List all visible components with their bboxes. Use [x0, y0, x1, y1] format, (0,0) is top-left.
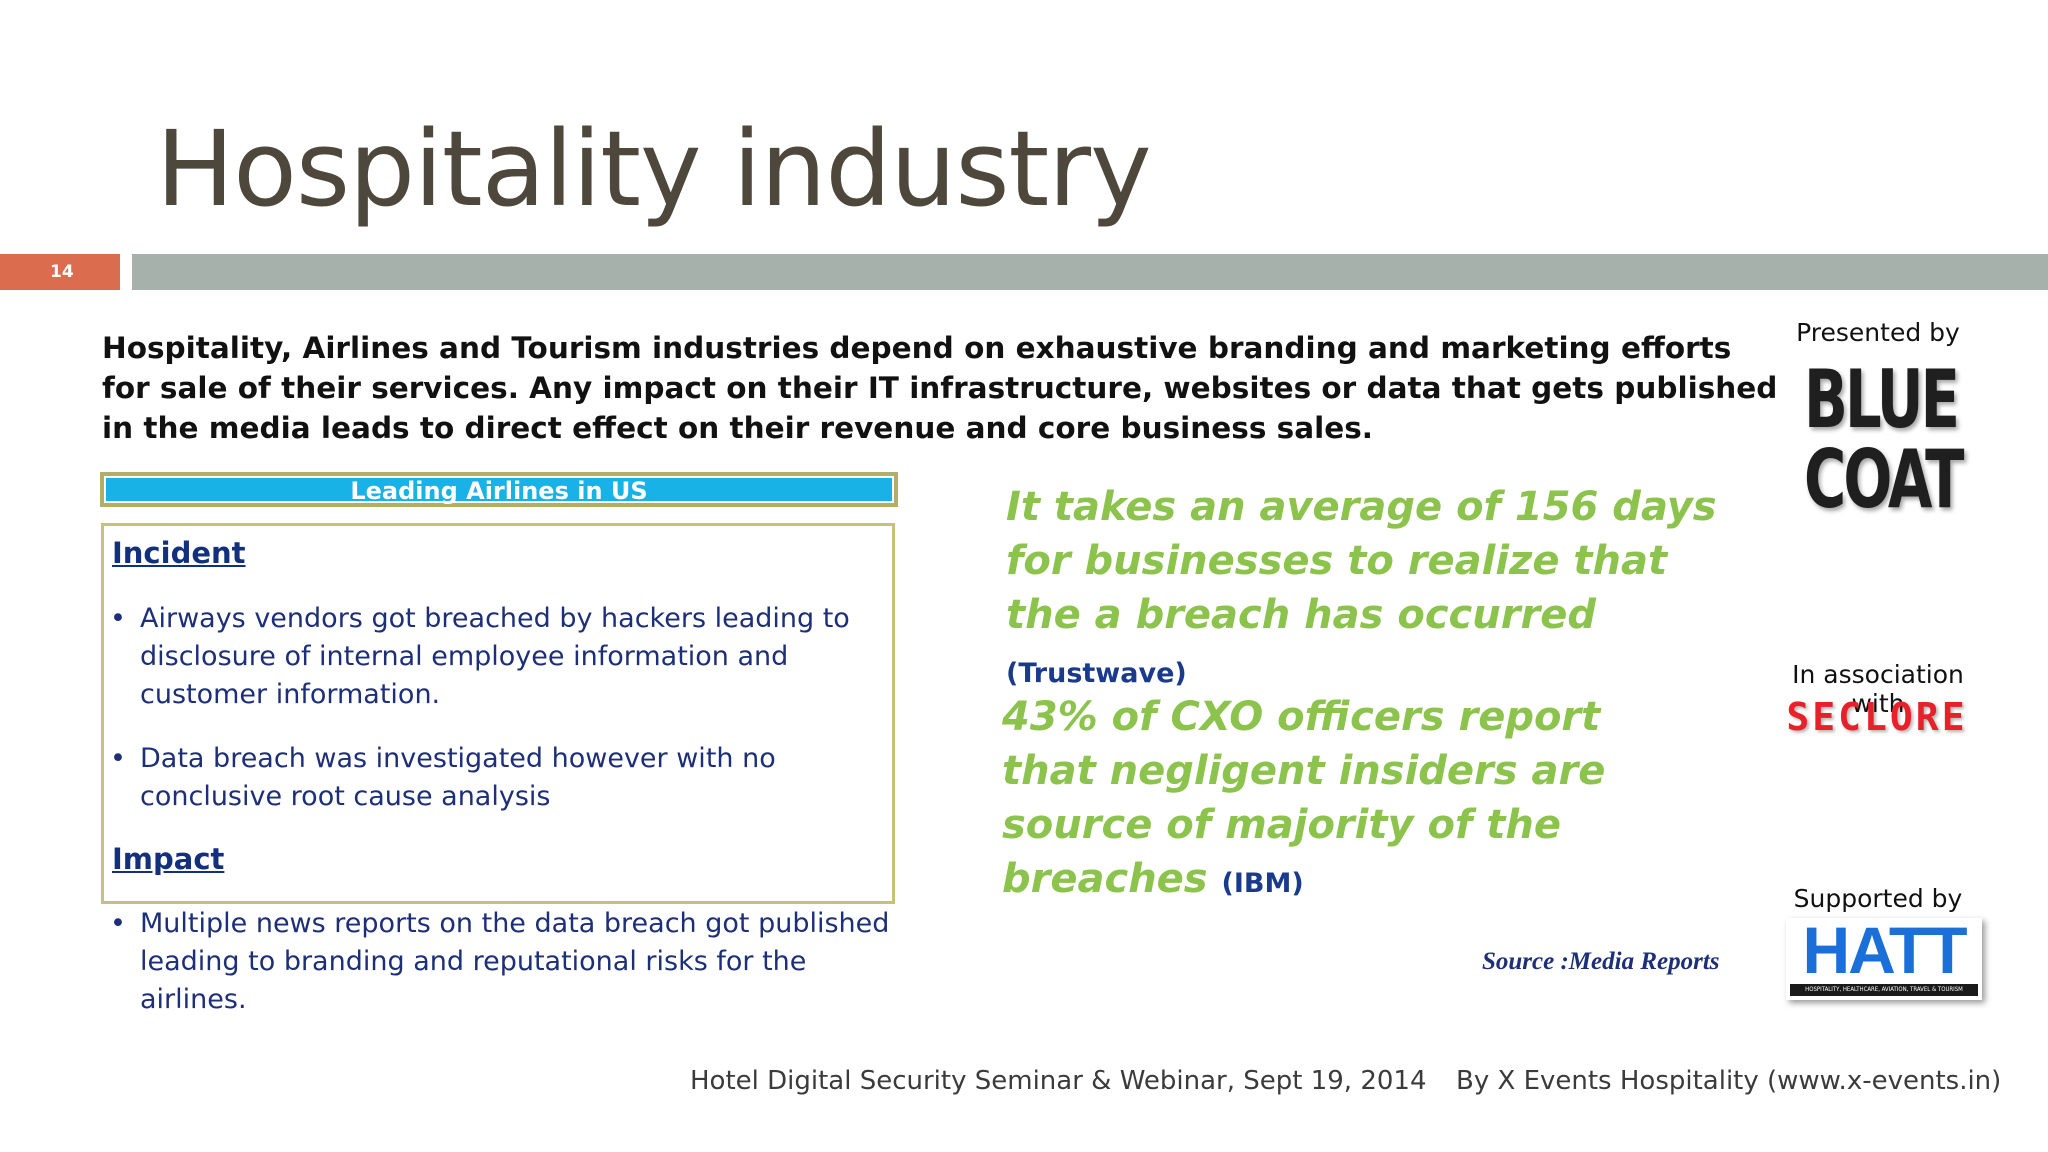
- slide-title: Hospitality industry: [156, 108, 1152, 230]
- bullet-text: Airways vendors got breached by hackers …: [140, 603, 850, 710]
- bullet-icon: •: [110, 603, 126, 634]
- presented-by-label: Presented by: [1796, 318, 1960, 347]
- seclore-logo: SECLORE: [1786, 695, 1968, 739]
- stat-source: (Trustwave): [1006, 658, 1187, 689]
- footer-organizer: By X Events Hospitality (www.x-events.in…: [1456, 1066, 2002, 1096]
- bullet-text: Multiple news reports on the data breach…: [140, 908, 890, 1015]
- box-header-label: Leading Airlines in US: [106, 478, 892, 505]
- source-note: Source :Media Reports: [1482, 948, 1720, 975]
- incident-heading: Incident: [112, 536, 246, 570]
- hatt-logo-word: HATT: [1802, 913, 1967, 987]
- impact-bullet: • Multiple news reports on the data brea…: [110, 905, 890, 1015]
- intro-paragraph: Hospitality, Airlines and Tourism indust…: [102, 331, 1778, 445]
- title-rule: [132, 254, 2048, 290]
- association-label: In association with: [1792, 660, 1964, 718]
- footer-event: Hotel Digital Security Seminar & Webinar…: [690, 1066, 1427, 1096]
- incident-bullet: • Data breach was investigated however w…: [110, 740, 890, 816]
- bluecoat-logo: BLUE COAT: [1804, 353, 1964, 526]
- incident-box: [101, 523, 895, 904]
- stat-text: 43% of CXO officers report that negligen…: [1002, 694, 1606, 902]
- bullet-icon: •: [110, 743, 126, 774]
- stat-text: It takes an average of 156 days for busi…: [1006, 484, 1717, 638]
- box-header: Leading Airlines in US: [100, 472, 898, 507]
- bullet-text: Data breach was investigated however wit…: [140, 743, 776, 812]
- stat-callout: 43% of CXO officers report that negligen…: [1002, 690, 1702, 911]
- slide-number: 14: [0, 254, 120, 290]
- stat-source: (IBM): [1221, 868, 1304, 899]
- stat-callout: It takes an average of 156 days for busi…: [1006, 480, 1726, 701]
- supported-by-label: Supported by: [1793, 884, 1963, 913]
- hatt-logo: HATT HOSPITALITY, HEALTHCARE, AVIATION, …: [1786, 913, 1982, 1000]
- impact-heading: Impact: [112, 842, 225, 876]
- incident-bullet: • Airways vendors got breached by hacker…: [110, 600, 890, 714]
- bullet-icon: •: [110, 908, 126, 939]
- hatt-logo-tagline: HOSPITALITY, HEALTHCARE, AVIATION, TRAVE…: [1790, 984, 1978, 996]
